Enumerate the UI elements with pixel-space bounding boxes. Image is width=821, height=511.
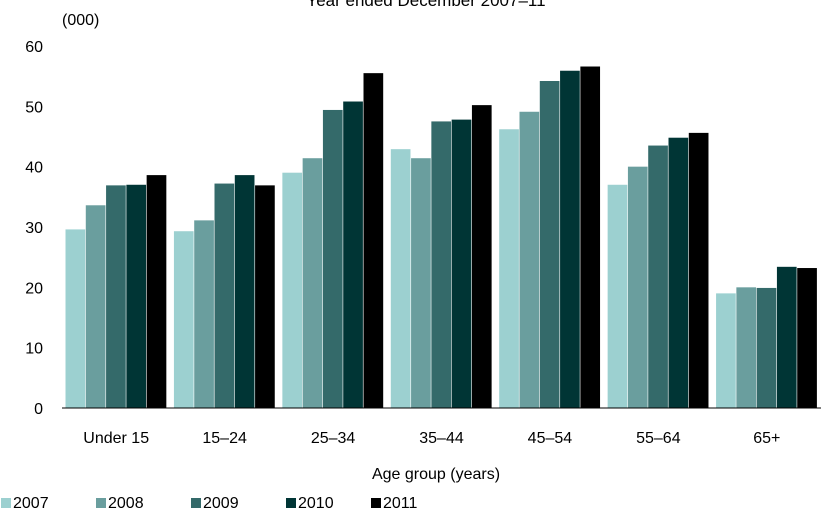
bar-2007-6 — [716, 293, 736, 408]
legend-label: 2009 — [203, 495, 239, 511]
bar-2011-4 — [580, 66, 601, 408]
legend-item-2010: 2010 — [286, 495, 334, 511]
legend-swatch — [191, 498, 201, 508]
x-tick-label: 65+ — [753, 430, 780, 447]
bar-2010-6 — [776, 266, 797, 408]
bar-2008-0 — [85, 205, 106, 408]
bar-2009-1 — [214, 183, 235, 408]
bar-2008-3 — [411, 158, 431, 408]
y-tick-labels: 0 10 20 30 40 50 60 — [25, 39, 43, 418]
bar-2010-0 — [126, 184, 147, 408]
bar-2009-4 — [539, 80, 560, 409]
bars-group — [65, 66, 817, 409]
chart-title: Year ended December 2007–11 — [306, 0, 545, 10]
bar-2011-1 — [255, 185, 275, 408]
legend-label: 2008 — [108, 495, 144, 511]
legend-label: 2011 — [383, 495, 418, 511]
bar-2011-5 — [688, 132, 709, 408]
y-tick-label: 0 — [34, 401, 43, 418]
bar-2011-3 — [471, 105, 492, 408]
bar-2010-2 — [343, 101, 363, 408]
x-tick-label: 25–34 — [311, 430, 356, 447]
y-tick-label: 20 — [25, 280, 43, 297]
legend-swatch — [371, 498, 381, 508]
x-tick-label: 15–24 — [202, 430, 247, 447]
bar-2008-4 — [519, 111, 540, 408]
y-tick-label: 60 — [25, 39, 43, 56]
y-tick-label: 30 — [25, 220, 43, 237]
bar-2007-1 — [173, 231, 194, 408]
bar-2011-2 — [363, 73, 384, 409]
y-unit-label: (000) — [62, 12, 99, 29]
legend-swatch — [286, 498, 296, 508]
bar-2007-5 — [607, 184, 628, 408]
bar-2009-6 — [756, 287, 777, 408]
bar-2011-6 — [797, 268, 817, 408]
bar-2008-1 — [194, 220, 214, 408]
x-tick-label: 35–44 — [419, 430, 464, 447]
y-tick-label: 50 — [25, 99, 43, 116]
legend: 2007 2008 2009 2010 2011 — [1, 495, 418, 511]
x-tick-labels: Under 15 15–24 25–34 35–44 45–54 55–64 65+ — [83, 430, 780, 447]
legend-item-2008: 2008 — [96, 495, 144, 511]
bar-2011-0 — [146, 175, 167, 408]
x-tick-label: 55–64 — [636, 430, 681, 447]
bar-2009-0 — [106, 185, 126, 408]
bar-2007-0 — [65, 229, 86, 408]
bar-2010-3 — [451, 119, 472, 409]
legend-item-2007: 2007 — [1, 495, 49, 511]
legend-label: 2010 — [298, 495, 334, 511]
bar-2010-1 — [234, 175, 255, 408]
bar-2008-5 — [627, 166, 648, 408]
legend-swatch — [96, 498, 106, 508]
bar-2008-2 — [302, 158, 323, 408]
bar-2009-2 — [322, 109, 343, 408]
x-tick-label: Under 15 — [83, 430, 149, 447]
y-tick-label: 40 — [25, 160, 43, 177]
bar-2007-2 — [282, 172, 303, 408]
legend-item-2009: 2009 — [191, 495, 239, 511]
legend-item-2011: 2011 — [371, 495, 418, 511]
bar-2009-5 — [648, 145, 668, 409]
bar-2010-5 — [668, 137, 689, 408]
x-tick-label: 45–54 — [528, 430, 573, 447]
bar-2008-6 — [736, 287, 757, 408]
bar-2007-3 — [390, 149, 411, 409]
bar-2007-4 — [499, 129, 519, 408]
bar-2010-4 — [560, 70, 580, 409]
y-tick-label: 10 — [25, 341, 43, 358]
x-axis-title: Age group (years) — [372, 466, 500, 483]
bar-2009-3 — [431, 121, 452, 409]
legend-label: 2007 — [13, 495, 49, 511]
legend-swatch — [1, 498, 11, 508]
